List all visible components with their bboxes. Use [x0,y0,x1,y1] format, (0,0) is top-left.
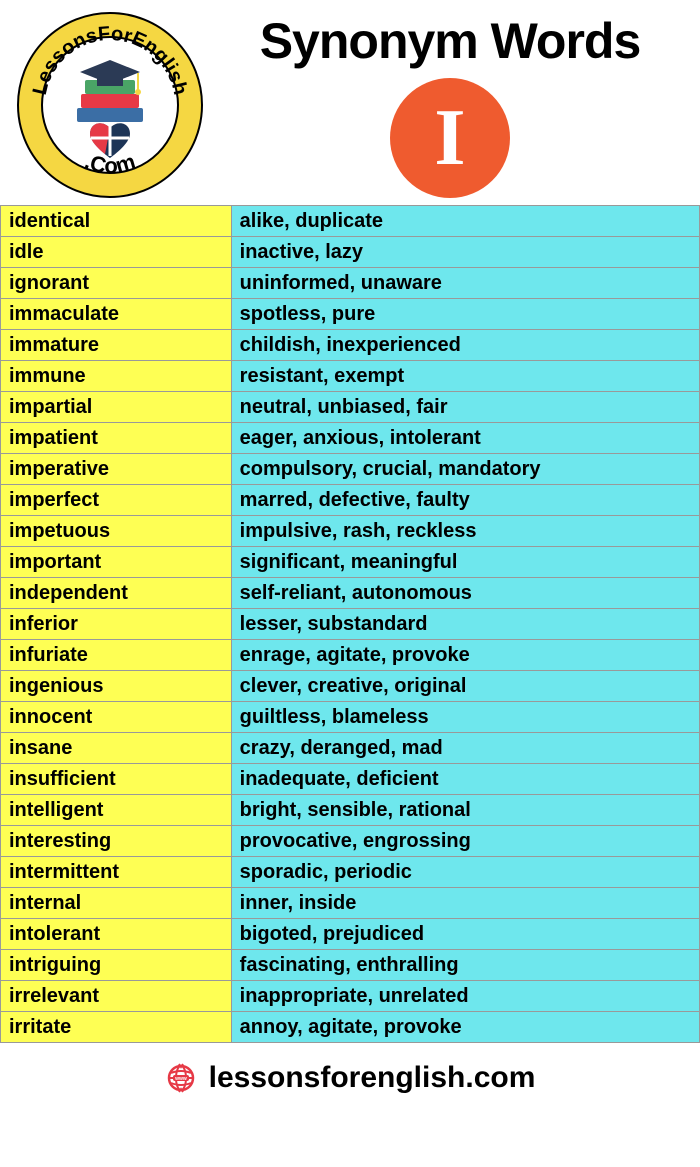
table-row: insanecrazy, deranged, mad [1,733,700,764]
synonym-cell: marred, defective, faulty [231,485,699,516]
synonym-cell: enrage, agitate, provoke [231,640,699,671]
word-cell: intelligent [1,795,232,826]
footer-url: lessonsforenglish.com [209,1061,536,1095]
table-row: irritateannoy, agitate, provoke [1,1012,700,1043]
synonym-cell: bright, sensible, rational [231,795,699,826]
synonym-cell: provocative, engrossing [231,826,699,857]
synonym-cell: self-reliant, autonomous [231,578,699,609]
synonym-cell: inner, inside [231,888,699,919]
word-cell: ignorant [1,268,232,299]
synonym-cell: uninformed, unaware [231,268,699,299]
synonym-cell: eager, anxious, intolerant [231,423,699,454]
word-cell: infuriate [1,640,232,671]
table-row: interestingprovocative, engrossing [1,826,700,857]
footer: www lessonsforenglish.com [0,1043,700,1107]
synonym-table: identicalalike, duplicateidleinactive, l… [0,205,700,1043]
table-row: infuriateenrage, agitate, provoke [1,640,700,671]
synonym-cell: fascinating, enthralling [231,950,699,981]
table-row: irrelevantinappropriate, unrelated [1,981,700,1012]
table-row: internalinner, inside [1,888,700,919]
synonym-cell: annoy, agitate, provoke [231,1012,699,1043]
word-cell: idle [1,237,232,268]
word-cell: identical [1,206,232,237]
synonym-cell: clever, creative, original [231,671,699,702]
letter-badge: I [390,78,510,198]
table-row: ingeniousclever, creative, original [1,671,700,702]
synonym-cell: compulsory, crucial, mandatory [231,454,699,485]
word-cell: ingenious [1,671,232,702]
table-row: intermittentsporadic, periodic [1,857,700,888]
table-row: inferiorlesser, substandard [1,609,700,640]
word-cell: intriguing [1,950,232,981]
table-row: intelligentbright, sensible, rational [1,795,700,826]
synonym-cell: childish, inexperienced [231,330,699,361]
table-row: immuneresistant, exempt [1,361,700,392]
word-cell: impetuous [1,516,232,547]
synonym-cell: inappropriate, unrelated [231,981,699,1012]
synonym-cell: sporadic, periodic [231,857,699,888]
table-row: impatienteager, anxious, intolerant [1,423,700,454]
header: LessonsForEnglish .Com Synonym Words I [0,0,700,205]
word-cell: immaculate [1,299,232,330]
table-row: innocentguiltless, blameless [1,702,700,733]
synonym-cell: crazy, deranged, mad [231,733,699,764]
synonym-cell: guiltless, blameless [231,702,699,733]
word-cell: imperfect [1,485,232,516]
word-cell: innocent [1,702,232,733]
synonym-cell: neutral, unbiased, fair [231,392,699,423]
word-cell: immune [1,361,232,392]
table-row: insufficientinadequate, deficient [1,764,700,795]
table-row: imperfectmarred, defective, faulty [1,485,700,516]
word-cell: impatient [1,423,232,454]
table-row: independentself-reliant, autonomous [1,578,700,609]
table-row: immaturechildish, inexperienced [1,330,700,361]
table-row: identicalalike, duplicate [1,206,700,237]
table-row: intolerantbigoted, prejudiced [1,919,700,950]
table-row: ignorantuninformed, unaware [1,268,700,299]
table-row: intriguingfascinating, enthralling [1,950,700,981]
letter: I [434,93,465,184]
word-cell: independent [1,578,232,609]
title-area: Synonym Words I [215,12,685,198]
table-row: idleinactive, lazy [1,237,700,268]
table-row: impartialneutral, unbiased, fair [1,392,700,423]
www-icon: www [165,1062,197,1094]
synonym-cell: resistant, exempt [231,361,699,392]
word-cell: inferior [1,609,232,640]
word-cell: irritate [1,1012,232,1043]
synonym-cell: lesser, substandard [231,609,699,640]
table-row: immaculatespotless, pure [1,299,700,330]
table-row: impetuousimpulsive, rash, reckless [1,516,700,547]
table-row: imperativecompulsory, crucial, mandatory [1,454,700,485]
word-cell: internal [1,888,232,919]
word-cell: important [1,547,232,578]
word-cell: imperative [1,454,232,485]
word-cell: impartial [1,392,232,423]
synonym-cell: inactive, lazy [231,237,699,268]
synonym-cell: alike, duplicate [231,206,699,237]
page-title: Synonym Words [215,12,685,70]
svg-text:www: www [174,1076,187,1082]
word-cell: immature [1,330,232,361]
synonym-cell: significant, meaningful [231,547,699,578]
word-cell: intermittent [1,857,232,888]
site-logo: LessonsForEnglish .Com [15,10,205,200]
synonym-cell: spotless, pure [231,299,699,330]
word-cell: insane [1,733,232,764]
synonym-cell: bigoted, prejudiced [231,919,699,950]
word-cell: intolerant [1,919,232,950]
word-cell: irrelevant [1,981,232,1012]
synonym-cell: impulsive, rash, reckless [231,516,699,547]
table-row: importantsignificant, meaningful [1,547,700,578]
word-cell: insufficient [1,764,232,795]
word-cell: interesting [1,826,232,857]
synonym-cell: inadequate, deficient [231,764,699,795]
